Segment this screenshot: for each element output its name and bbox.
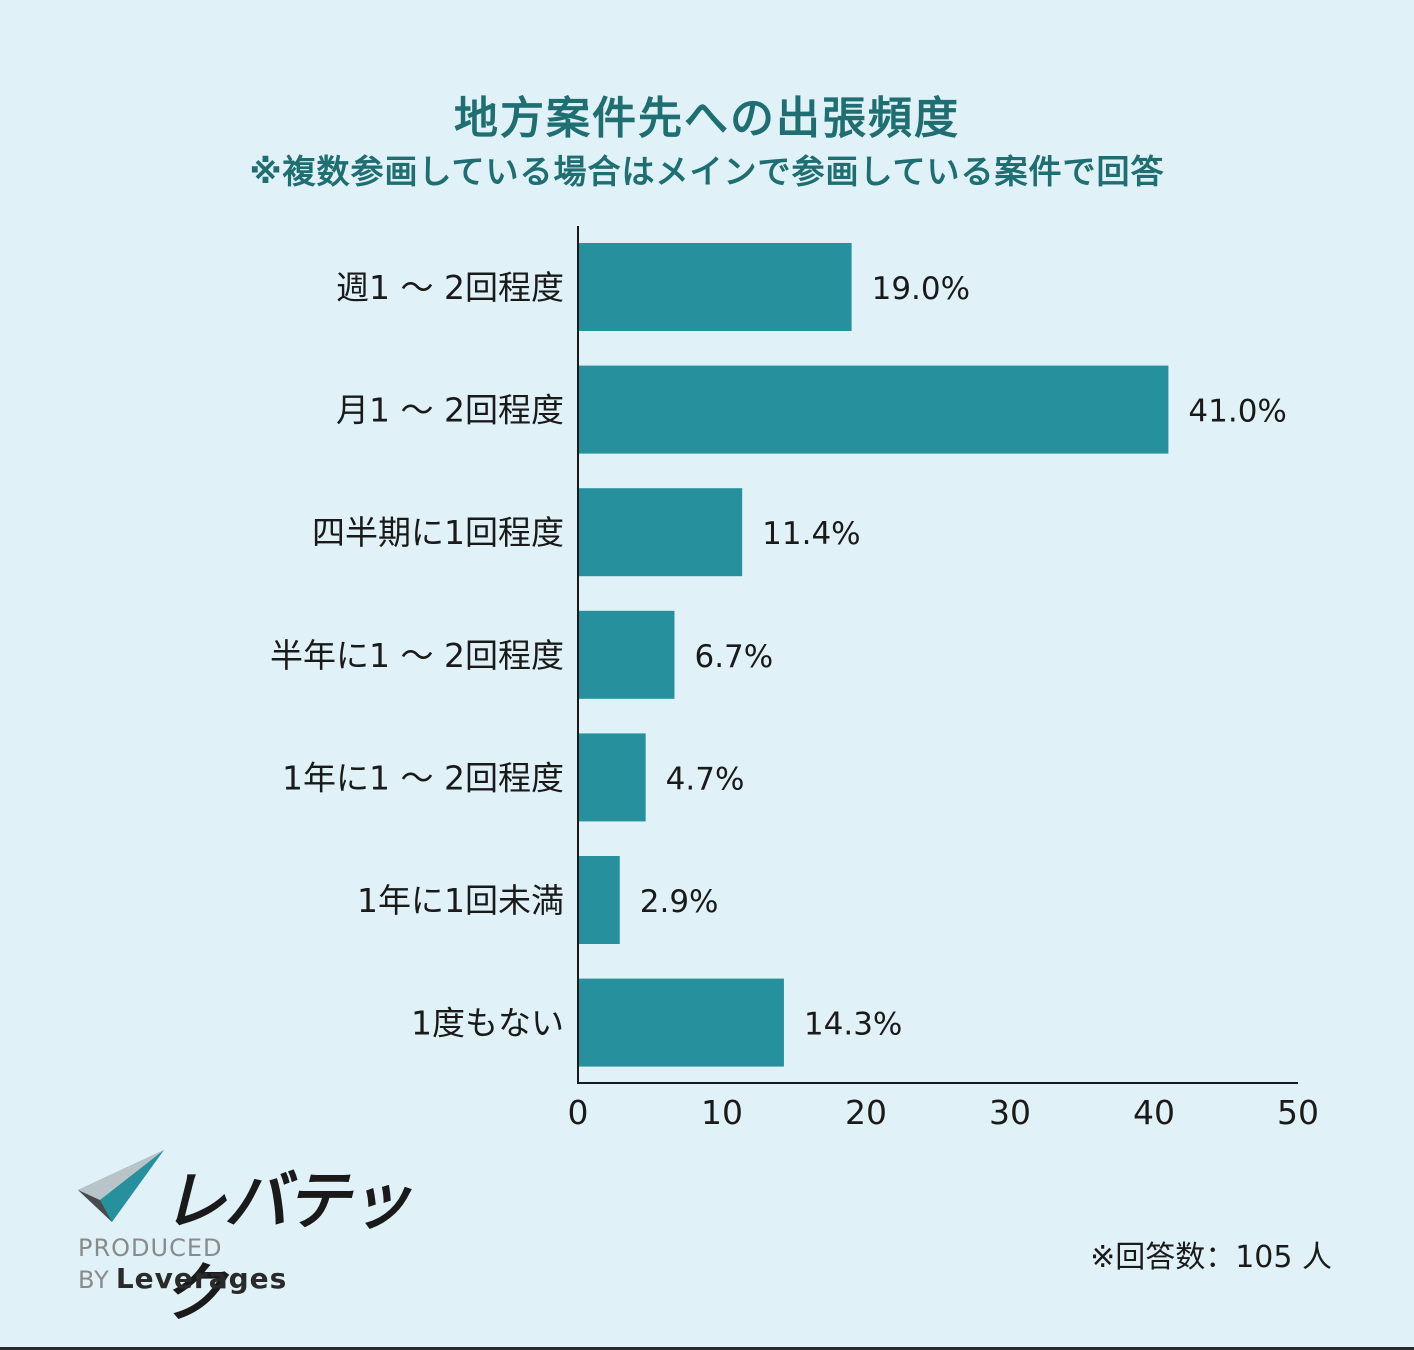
category-label-4: 1年に1 ～ 2回程度 (282, 758, 564, 797)
bar-2 (578, 488, 743, 577)
logo-wordmark: レバテック (162, 1165, 412, 1331)
bar-5 (578, 856, 620, 944)
x-tick-label-1: 10 (701, 1093, 743, 1132)
value-label-5: 2.9% (640, 884, 719, 920)
logo-mark-icon (78, 1150, 164, 1222)
category-label-1: 月1 ～ 2回程度 (336, 391, 564, 430)
value-label-2: 11.4% (762, 516, 860, 552)
bar-0 (578, 243, 852, 331)
category-label-3: 半年に1 ～ 2回程度 (270, 636, 564, 675)
bar-4 (578, 733, 646, 822)
axes-group: 0 10 20 30 40 50 (568, 226, 1319, 1132)
category-label-5: 1年に1回未満 (357, 881, 564, 920)
bars-group: 週1 ～ 2回程度 19.0% 月1 ～ 2回程度 41.0% 四半期に1回程度 11.4… (270, 243, 1287, 1067)
category-label-0: 週1 ～ 2回程度 (336, 268, 564, 307)
x-tick-label-3: 30 (989, 1093, 1031, 1132)
leverages-logo: レバテック PRODUCED BY Leverages (78, 1150, 438, 1331)
chart-subtitle: ※複数参画している場合はメインで参画している案件で回答 (249, 152, 1165, 191)
bar-3 (578, 610, 675, 699)
category-label-2: 四半期に1回程度 (312, 513, 564, 552)
value-label-3: 6.7% (694, 639, 773, 675)
x-tick-label-0: 0 (568, 1093, 589, 1132)
value-label-6: 14.3% (804, 1007, 902, 1043)
x-tick-label-5: 50 (1277, 1093, 1319, 1132)
value-label-1: 41.0% (1188, 394, 1286, 430)
x-tick-label-4: 40 (1133, 1093, 1175, 1132)
x-tick-label-2: 20 (845, 1093, 887, 1132)
bottom-border (0, 1347, 1414, 1350)
produced-by: PRODUCED BY Leverages (78, 1234, 438, 1295)
respondent-count: ※回答数：105 人 (1090, 1240, 1332, 1275)
chart-title: 地方案件先への出張頻度 (454, 93, 960, 144)
bar-1 (578, 365, 1169, 454)
value-label-4: 4.7% (666, 761, 745, 797)
value-label-0: 19.0% (872, 271, 970, 307)
bar-6 (578, 978, 784, 1067)
bar-chart: 週1 ～ 2回程度 19.0% 月1 ～ 2回程度 41.0% 四半期に1回程度 11.4… (270, 226, 1319, 1132)
category-label-6: 1度もない (411, 1004, 564, 1043)
produced-by-brand: Leverages (115, 1262, 288, 1295)
produced-by-label: PRODUCED BY (78, 1234, 223, 1294)
